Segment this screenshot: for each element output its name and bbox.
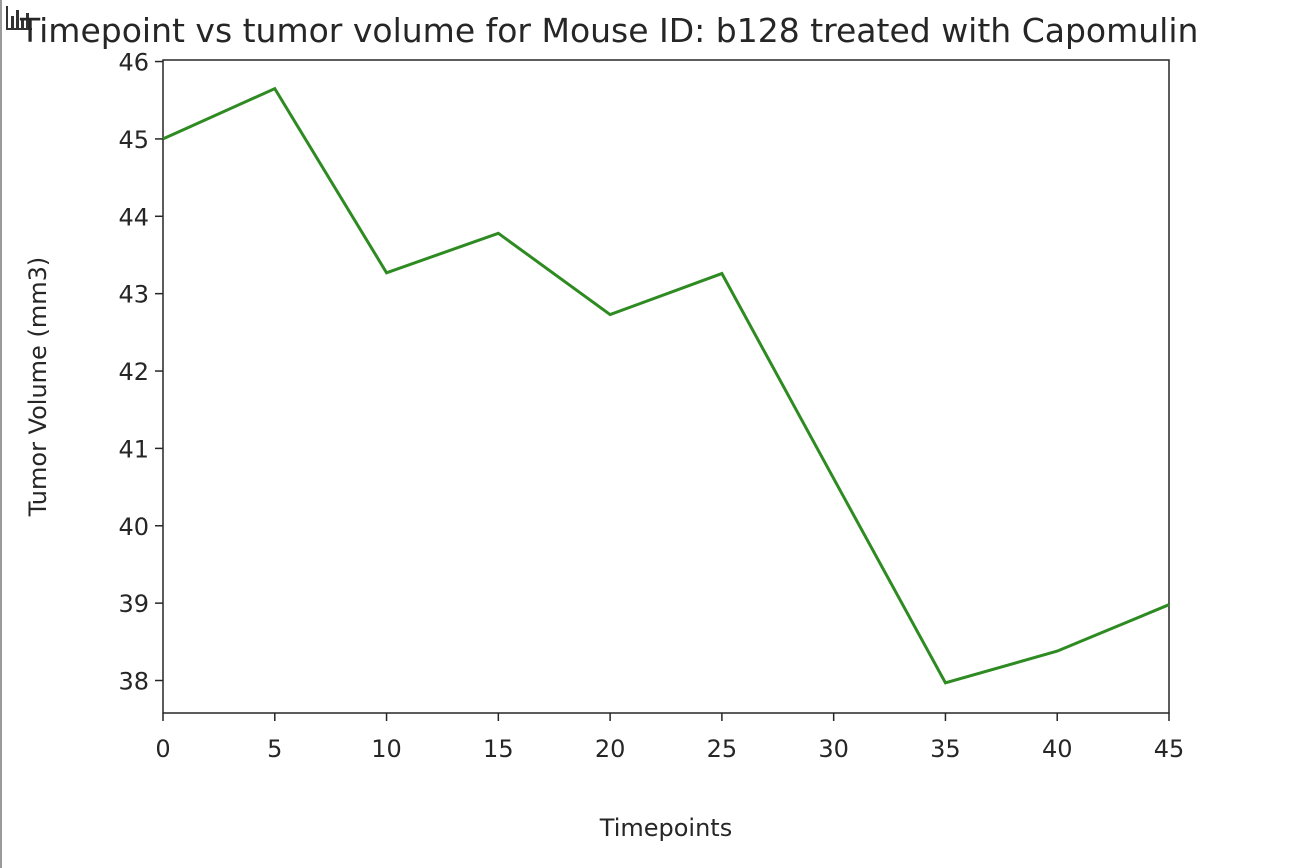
x-tick-label: 25 bbox=[707, 735, 738, 763]
x-tick-label: 5 bbox=[267, 735, 282, 763]
y-tick-label: 46 bbox=[118, 49, 149, 77]
panel-left-border bbox=[0, 0, 2, 868]
y-tick-label: 41 bbox=[118, 435, 149, 463]
x-tick-label: 45 bbox=[1154, 735, 1185, 763]
x-tick-label: 20 bbox=[595, 735, 626, 763]
x-axis-label: Timepoints bbox=[599, 814, 732, 842]
series-line-0 bbox=[162, 86, 1170, 685]
y-tick-label: 44 bbox=[118, 203, 149, 231]
y-tick-label: 43 bbox=[118, 281, 149, 309]
x-tick-label: 0 bbox=[155, 735, 170, 763]
y-tick-label: 38 bbox=[118, 668, 149, 696]
y-tick-label: 45 bbox=[118, 126, 149, 154]
y-tick-label: 39 bbox=[118, 590, 149, 618]
x-tick-label: 10 bbox=[371, 735, 402, 763]
chart-title: Timepoint vs tumor volume for Mouse ID: … bbox=[20, 11, 1199, 50]
plot-frame bbox=[162, 59, 1170, 714]
y-tick-label: 40 bbox=[118, 513, 149, 541]
y-axis-label: Tumor Volume (mm3) bbox=[24, 257, 52, 517]
x-tick-label: 15 bbox=[483, 735, 514, 763]
x-tick-label: 40 bbox=[1042, 735, 1073, 763]
bar-chart-icon[interactable] bbox=[4, 4, 36, 36]
y-tick-label: 42 bbox=[118, 358, 149, 386]
x-tick-label: 30 bbox=[818, 735, 849, 763]
x-tick-label: 35 bbox=[930, 735, 961, 763]
